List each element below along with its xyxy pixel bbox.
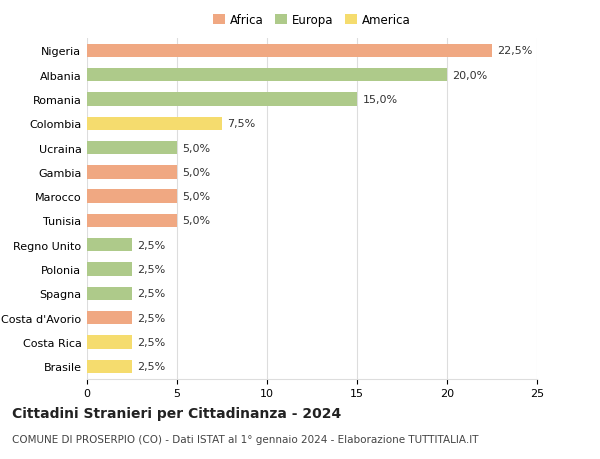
Text: 2,5%: 2,5% <box>137 240 166 250</box>
Legend: Africa, Europa, America: Africa, Europa, America <box>209 9 415 32</box>
Text: 20,0%: 20,0% <box>452 70 488 80</box>
Bar <box>87 69 447 82</box>
Text: 15,0%: 15,0% <box>362 95 398 105</box>
Bar <box>87 287 132 301</box>
Text: 2,5%: 2,5% <box>137 289 166 299</box>
Text: 2,5%: 2,5% <box>137 313 166 323</box>
Bar <box>87 311 132 325</box>
Bar <box>87 214 177 228</box>
Text: COMUNE DI PROSERPIO (CO) - Dati ISTAT al 1° gennaio 2024 - Elaborazione TUTTITAL: COMUNE DI PROSERPIO (CO) - Dati ISTAT al… <box>12 434 479 444</box>
Bar <box>87 263 132 276</box>
Text: 5,0%: 5,0% <box>182 143 211 153</box>
Bar <box>87 117 222 131</box>
Text: 7,5%: 7,5% <box>227 119 256 129</box>
Text: 2,5%: 2,5% <box>137 337 166 347</box>
Bar <box>87 190 177 203</box>
Bar <box>87 166 177 179</box>
Bar <box>87 93 357 106</box>
Text: 2,5%: 2,5% <box>137 264 166 274</box>
Text: 2,5%: 2,5% <box>137 362 166 371</box>
Bar <box>87 360 132 373</box>
Text: 5,0%: 5,0% <box>182 168 211 178</box>
Bar <box>87 336 132 349</box>
Bar <box>87 45 492 58</box>
Text: 5,0%: 5,0% <box>182 216 211 226</box>
Text: 22,5%: 22,5% <box>497 46 533 56</box>
Text: 5,0%: 5,0% <box>182 192 211 202</box>
Bar <box>87 239 132 252</box>
Text: Cittadini Stranieri per Cittadinanza - 2024: Cittadini Stranieri per Cittadinanza - 2… <box>12 406 341 420</box>
Bar <box>87 141 177 155</box>
